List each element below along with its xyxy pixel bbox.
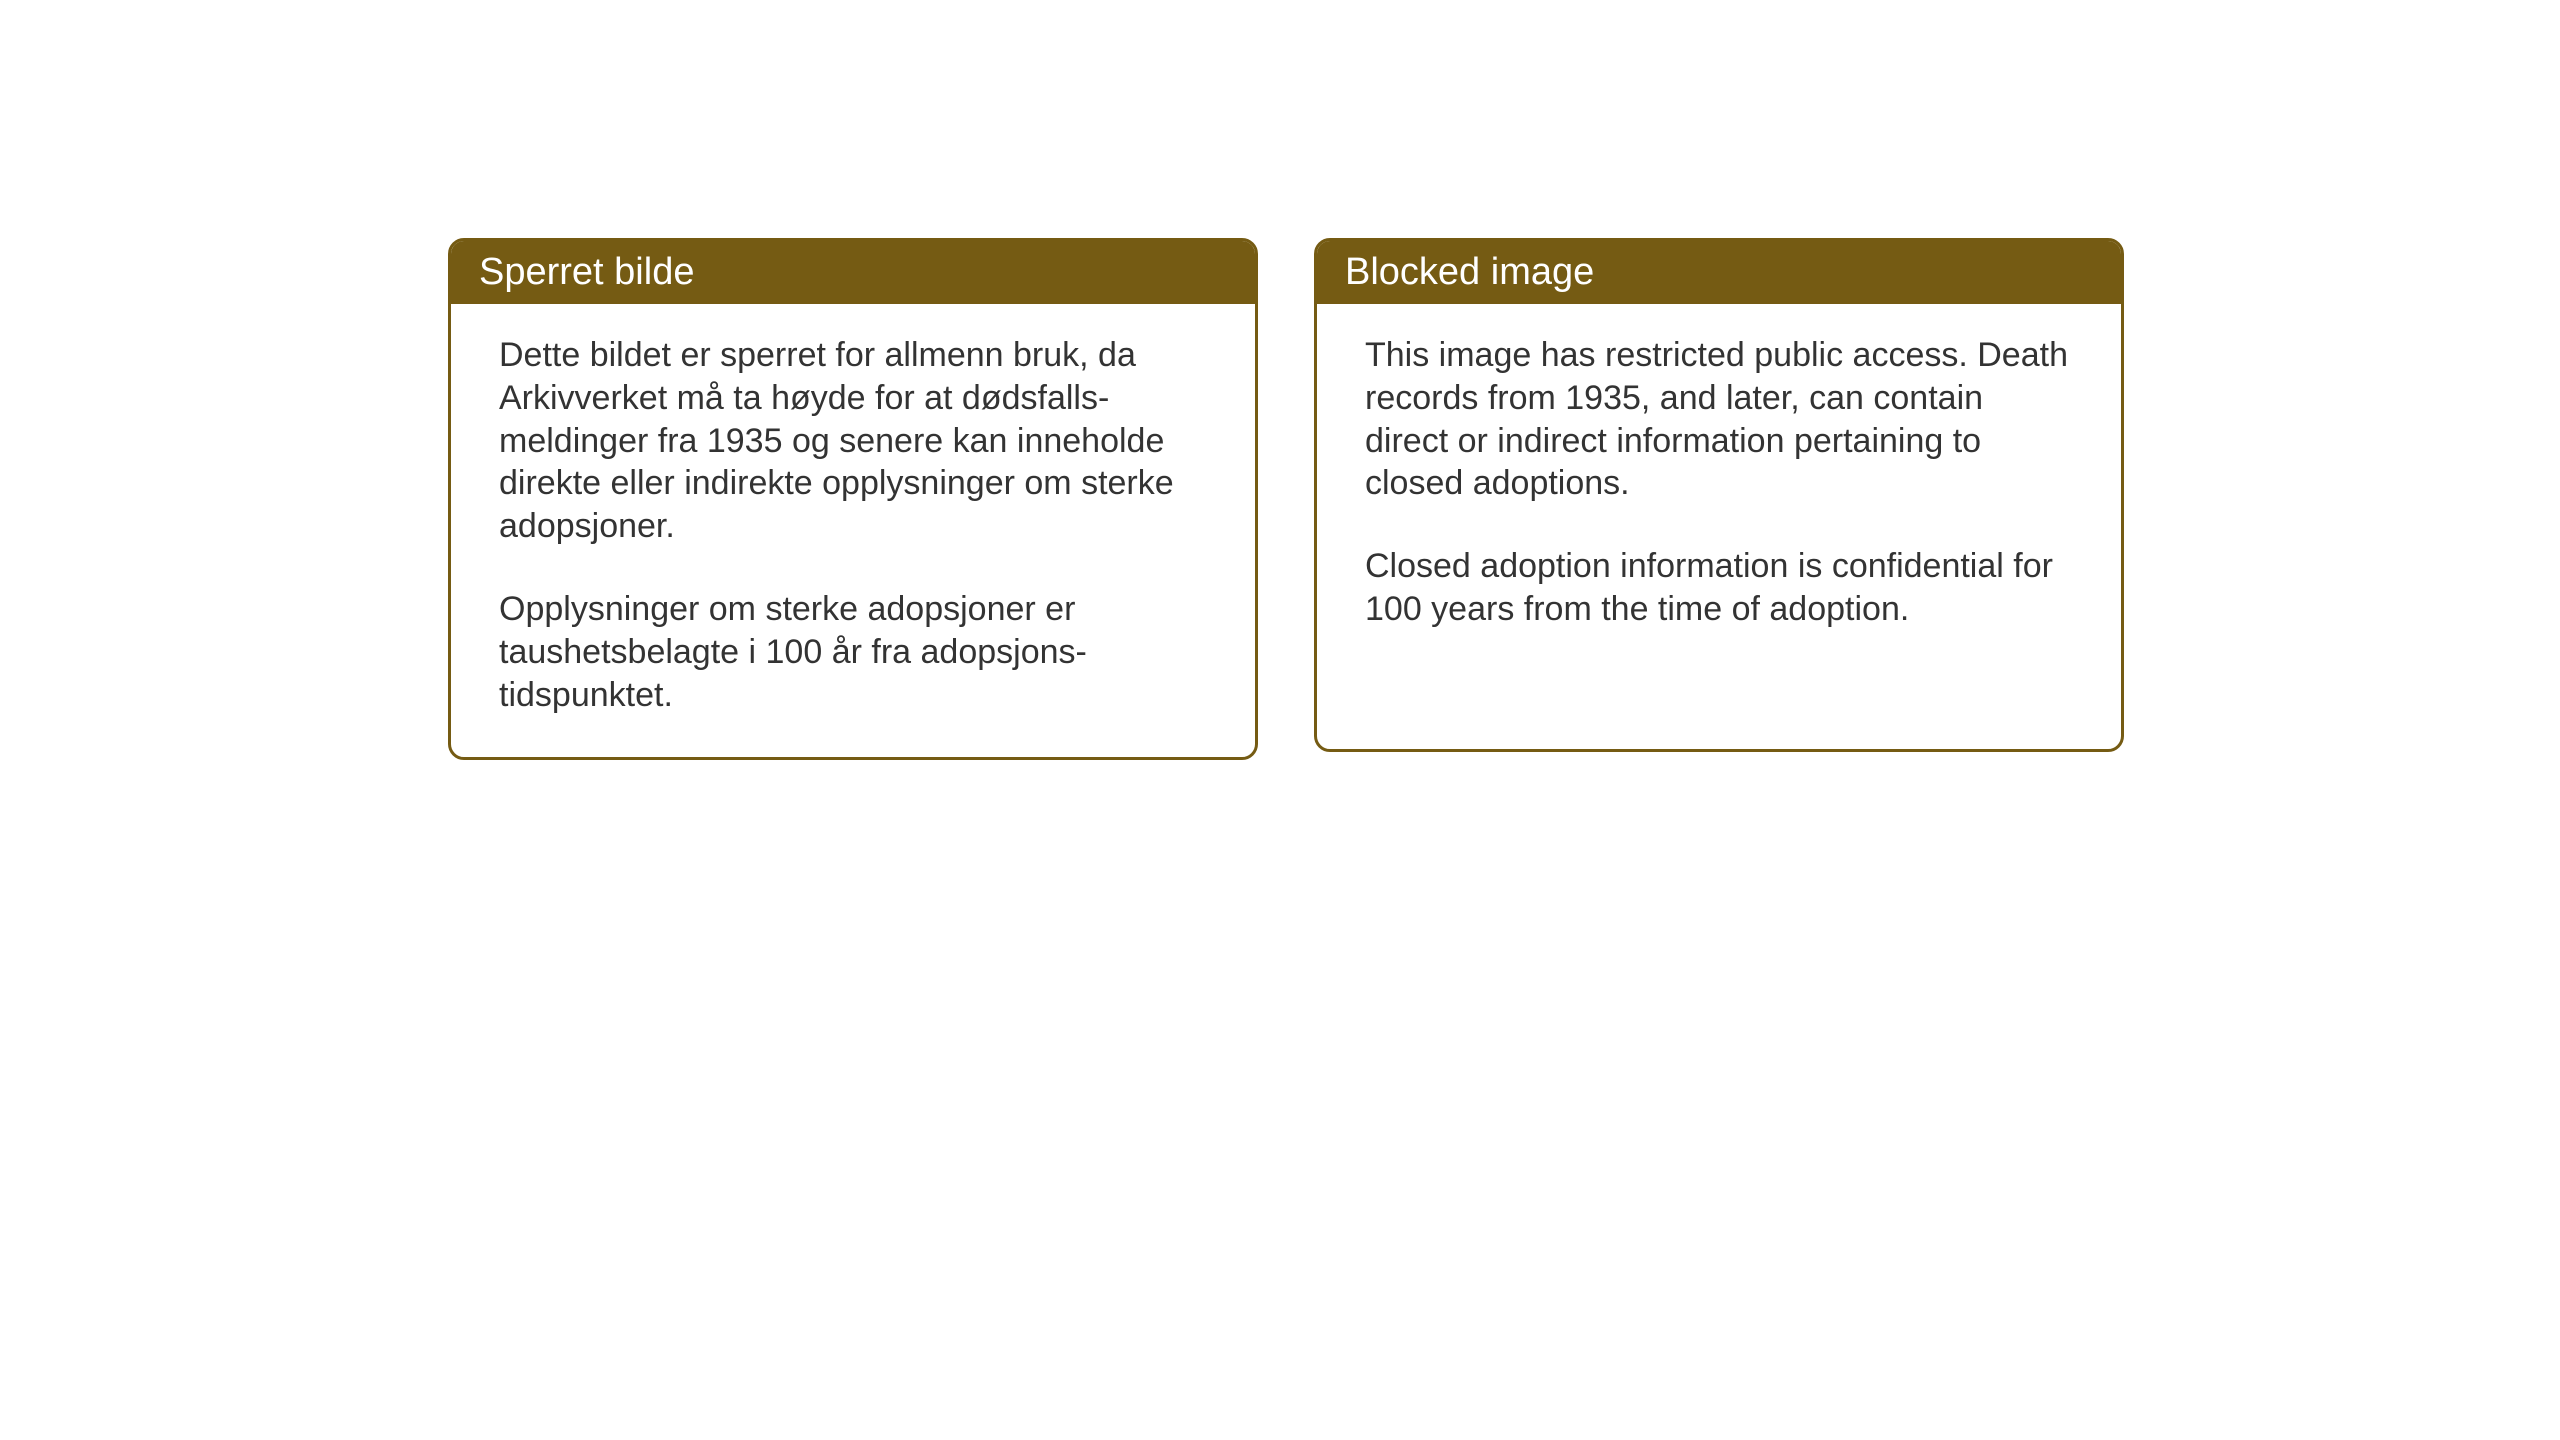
notice-body-norwegian: Dette bildet er sperret for allmenn bruk… <box>451 304 1255 757</box>
notice-body-english: This image has restricted public access.… <box>1317 304 2121 671</box>
notice-card-norwegian: Sperret bilde Dette bildet er sperret fo… <box>448 238 1258 760</box>
notice-paragraph: Opplysninger om sterke adopsjoner er tau… <box>499 588 1207 716</box>
notice-paragraph: This image has restricted public access.… <box>1365 334 2073 505</box>
notice-container: Sperret bilde Dette bildet er sperret fo… <box>448 238 2124 760</box>
notice-header-english: Blocked image <box>1317 241 2121 304</box>
notice-paragraph: Dette bildet er sperret for allmenn bruk… <box>499 334 1207 548</box>
notice-paragraph: Closed adoption information is confident… <box>1365 545 2073 631</box>
notice-header-norwegian: Sperret bilde <box>451 241 1255 304</box>
notice-card-english: Blocked image This image has restricted … <box>1314 238 2124 752</box>
